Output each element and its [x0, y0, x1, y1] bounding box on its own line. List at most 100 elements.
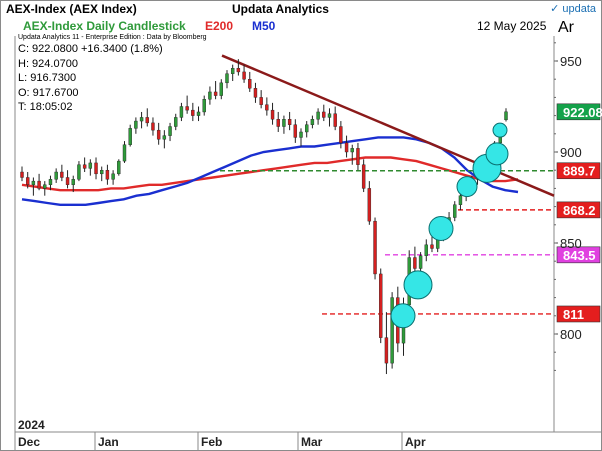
x-tick-label: Jan — [98, 435, 119, 449]
high-value: H: 924.0700 — [18, 57, 78, 70]
candle-body — [344, 142, 349, 153]
candle-body — [117, 160, 121, 175]
axis-corner-label: Ar — [558, 19, 574, 36]
candle-body — [105, 169, 110, 180]
candle-body — [94, 162, 98, 175]
time-value: T: 18:05:02 — [18, 101, 73, 113]
candle-body — [413, 257, 417, 269]
candle-body — [31, 180, 36, 185]
legend-bar: AEX-Index Daily Candlestick E200 M50 12 … — [15, 19, 555, 35]
level-tag-843: 843.5 — [556, 246, 601, 264]
candle-body — [390, 297, 394, 364]
candle-body — [339, 126, 343, 144]
candle-body — [327, 113, 332, 118]
level-tag-843-box — [556, 246, 601, 264]
candle-body — [196, 111, 201, 116]
candle-body — [430, 244, 434, 249]
legend-date: 12 May 2025 — [477, 19, 547, 33]
candle-body — [453, 204, 457, 218]
updata-logo-icon: ✓ — [550, 3, 560, 15]
candle-body — [43, 184, 47, 189]
instrument-title: AEX-Index (AEX Index) — [6, 2, 137, 16]
last-price-tag: 922.08 — [556, 103, 602, 121]
candle-body — [60, 171, 64, 178]
candle-body — [219, 82, 223, 96]
candle-body — [350, 148, 354, 153]
updata-logo: ✓ updata — [550, 2, 596, 15]
y-tick-label: 850 — [560, 236, 582, 251]
candle-body — [213, 91, 218, 96]
open-value: O: 917.6700 — [18, 86, 79, 99]
candle-body — [71, 179, 75, 185]
x-tick-label: Dec — [18, 435, 40, 449]
candle-body — [134, 120, 138, 129]
candle-body — [174, 117, 178, 127]
candle-body — [111, 173, 115, 180]
candle-body — [77, 164, 81, 180]
candle-body — [367, 188, 372, 222]
logo-text: updata — [562, 3, 596, 15]
candle-body — [48, 179, 53, 185]
x-tick-label: Apr — [405, 435, 426, 449]
candle-body — [504, 111, 508, 121]
candle-body — [418, 255, 423, 269]
candle-body — [242, 71, 246, 80]
ohlc-panel: C: 922.0800 +16.3400 (1.8%) H: 924.0700 … — [18, 42, 163, 115]
level-tag-811-text: 811 — [563, 307, 584, 322]
candle-body — [37, 180, 41, 189]
data-credit: Updata Analytics 11 - Enterprise Edition… — [18, 34, 207, 41]
candle-body — [299, 131, 303, 138]
candle-body — [361, 164, 366, 189]
candle-body — [282, 119, 286, 127]
candle-body — [230, 68, 235, 74]
highlight-circle — [403, 270, 433, 300]
low-value: L: 916.7300 — [18, 72, 77, 84]
level-tag-868-text: 868.2 — [563, 203, 596, 218]
title-bar: AEX-Index (AEX Index) Updata Analytics ✓… — [0, 0, 602, 18]
candle-body — [82, 164, 87, 169]
candle-body — [185, 106, 189, 111]
x-tick-label: Mar — [301, 435, 323, 449]
candle-body — [253, 88, 258, 98]
level-tag-868: 868.2 — [556, 201, 601, 219]
candle-body — [458, 195, 463, 205]
candle-body — [259, 97, 263, 105]
candle-body — [236, 68, 241, 73]
candle-body — [20, 171, 24, 178]
e200-line — [21, 156, 519, 192]
candle-body — [128, 128, 132, 145]
candle-body — [316, 111, 320, 120]
candle-body — [293, 124, 298, 138]
candle-body — [276, 119, 280, 127]
candle-body — [333, 113, 337, 127]
highlight-circle — [485, 142, 509, 166]
candle-body — [54, 171, 58, 180]
candle-body — [162, 135, 167, 140]
candle-body — [88, 162, 93, 169]
candle-body — [156, 129, 161, 140]
candle-body — [139, 117, 144, 122]
candle-body — [25, 177, 30, 185]
year-label: 2024 — [18, 418, 45, 432]
candle-body — [208, 91, 212, 100]
y-tick-label: 900 — [560, 145, 582, 160]
highlight-circle — [428, 215, 454, 241]
highlight-circle — [456, 176, 478, 198]
candle-body — [202, 99, 206, 113]
y-tick-label: 950 — [560, 54, 582, 69]
candle-body — [373, 220, 377, 275]
level-tag-843-text: 843.5 — [563, 248, 596, 263]
candle-body — [287, 119, 292, 125]
candle-body — [265, 104, 269, 111]
candle-body — [122, 144, 127, 162]
legend-candlestick: AEX-Index Daily Candlestick — [23, 19, 186, 33]
candle-body — [151, 122, 155, 131]
highlight-circle — [390, 303, 416, 329]
level-tag-868-box — [556, 201, 601, 219]
level-tag-889-box — [556, 162, 601, 180]
candle-body — [305, 124, 309, 133]
candle-body — [270, 109, 275, 120]
provider-title: Updata Analytics — [232, 2, 329, 16]
close-value: C: 922.0800 +16.3400 (1.8%) — [18, 43, 163, 55]
